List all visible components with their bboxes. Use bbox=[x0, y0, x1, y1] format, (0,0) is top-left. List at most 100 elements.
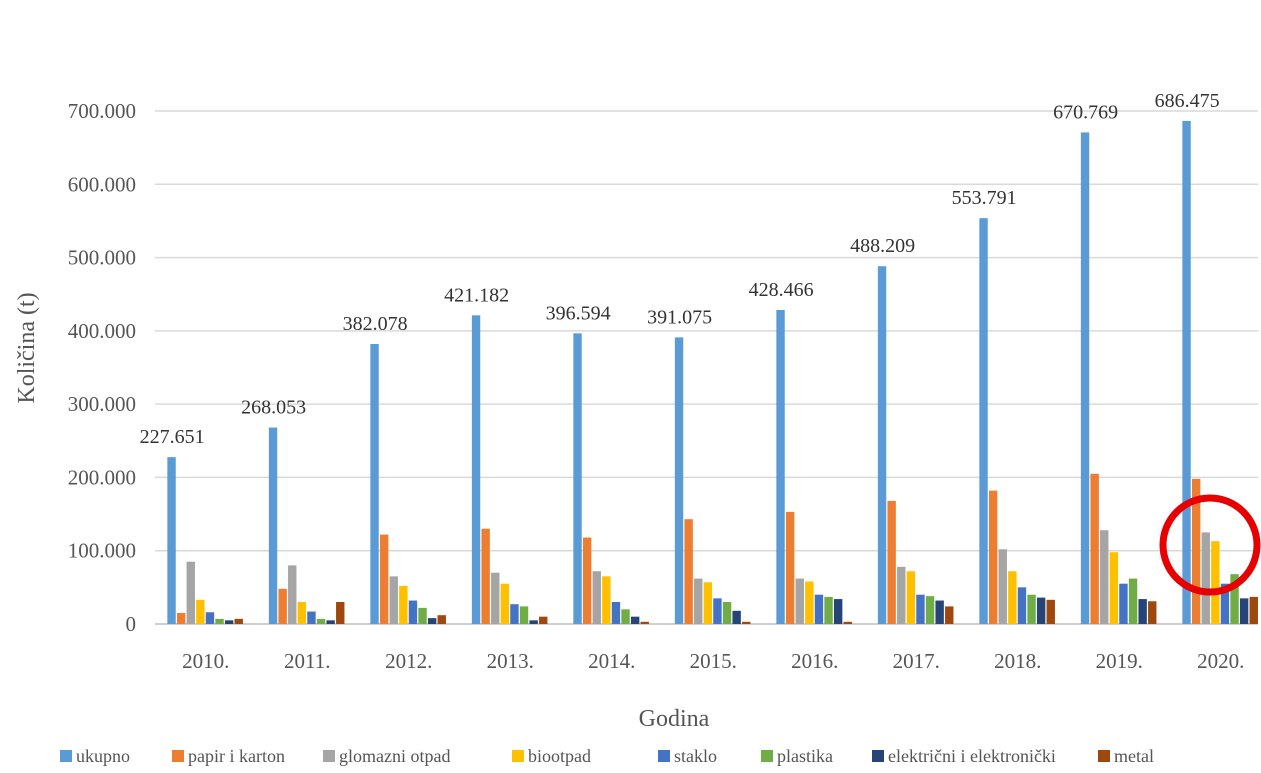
bar bbox=[814, 594, 824, 624]
legend: ukupno papir i karton glomazni otpad biootp… bbox=[60, 746, 1154, 766]
bar bbox=[824, 596, 833, 624]
bar bbox=[1017, 587, 1027, 624]
bar bbox=[1148, 601, 1157, 624]
legend-item: plastika bbox=[761, 746, 833, 766]
bar bbox=[510, 604, 519, 624]
bar bbox=[897, 566, 906, 624]
x-tick-label: 2016. bbox=[791, 649, 838, 673]
bar bbox=[935, 600, 944, 624]
x-tick-label: 2015. bbox=[690, 649, 737, 673]
bar bbox=[389, 576, 398, 624]
bar bbox=[297, 602, 307, 624]
legend-item: električni i elektronički bbox=[872, 746, 1056, 766]
bar bbox=[906, 571, 916, 624]
x-tick-label: 2012. bbox=[385, 649, 432, 673]
bar bbox=[167, 457, 176, 624]
bar bbox=[1230, 574, 1239, 624]
bar bbox=[437, 615, 446, 624]
legend-item: staklo bbox=[658, 746, 717, 766]
bar bbox=[500, 583, 510, 624]
x-axis-title: Godina bbox=[639, 706, 710, 732]
x-tick-label: 2010. bbox=[182, 649, 229, 673]
legend-label: staklo bbox=[674, 746, 717, 766]
legend-item: glomazni otpad bbox=[323, 746, 450, 766]
bar bbox=[592, 571, 601, 624]
bar bbox=[713, 598, 722, 624]
y-axis-ticks: 0 100.000 200.000 300.000 400.000 500.000 600.… bbox=[68, 99, 136, 636]
bar bbox=[925, 596, 935, 624]
bar bbox=[1100, 530, 1109, 624]
bar bbox=[307, 611, 316, 624]
bar bbox=[611, 602, 621, 624]
bar bbox=[776, 309, 785, 624]
bar bbox=[481, 528, 490, 624]
bar bbox=[336, 602, 345, 624]
y-tick-label: 300.000 bbox=[68, 392, 136, 416]
x-tick-label: 2019. bbox=[1096, 649, 1143, 673]
y-tick-label: 400.000 bbox=[68, 319, 136, 343]
x-tick-label: 2020. bbox=[1197, 649, 1244, 673]
data-label: 227.651 bbox=[140, 426, 205, 448]
bar bbox=[621, 609, 630, 624]
data-label: 428.466 bbox=[749, 279, 814, 301]
bar bbox=[703, 582, 713, 624]
data-label: 488.209 bbox=[850, 235, 915, 257]
legend-item: papir i karton bbox=[172, 746, 285, 766]
bar bbox=[998, 549, 1007, 624]
bar bbox=[602, 576, 611, 624]
data-label: 553.791 bbox=[952, 187, 1017, 209]
legend-label: glomazni otpad bbox=[339, 746, 450, 766]
legend-label: električni i elektronički bbox=[888, 746, 1056, 766]
legend-item: ukupno bbox=[60, 746, 130, 766]
bar bbox=[694, 578, 703, 624]
bar bbox=[1046, 599, 1055, 624]
bar bbox=[979, 218, 988, 624]
bar bbox=[1182, 120, 1191, 624]
bar bbox=[684, 519, 693, 624]
bar bbox=[573, 333, 582, 624]
legend-swatch bbox=[60, 750, 72, 762]
bar bbox=[1201, 532, 1210, 624]
bar bbox=[234, 618, 243, 624]
data-label: 670.769 bbox=[1053, 101, 1118, 123]
x-tick-label: 2011. bbox=[284, 649, 330, 673]
x-tick-label: 2013. bbox=[487, 649, 534, 673]
legend-label: plastika bbox=[777, 746, 833, 766]
bar bbox=[887, 500, 896, 624]
bar bbox=[196, 599, 205, 624]
legend-label: ukupno bbox=[76, 746, 130, 766]
bar bbox=[732, 610, 741, 624]
bar bbox=[1036, 597, 1046, 624]
data-label: 268.053 bbox=[241, 397, 306, 419]
bar bbox=[539, 616, 548, 624]
bar bbox=[843, 621, 852, 624]
bar bbox=[278, 588, 287, 624]
bar bbox=[399, 585, 408, 624]
y-tick-label: 700.000 bbox=[68, 99, 136, 123]
data-labels: 227.651 268.053 382.078 421.182 396.594 391.0… bbox=[140, 90, 1220, 448]
x-tick-label: 2014. bbox=[588, 649, 635, 673]
bar bbox=[1220, 583, 1230, 624]
bar bbox=[491, 572, 500, 624]
legend-label: papir i karton bbox=[188, 746, 285, 766]
bar bbox=[408, 600, 418, 624]
bar bbox=[529, 620, 538, 624]
bar bbox=[316, 618, 326, 624]
bars bbox=[167, 120, 1258, 624]
bar bbox=[1080, 132, 1090, 624]
y-tick-label: 200.000 bbox=[68, 465, 136, 489]
legend-item: metal bbox=[1098, 746, 1154, 766]
y-tick-label: 0 bbox=[126, 612, 137, 636]
bar bbox=[988, 490, 998, 624]
legend-swatch bbox=[872, 750, 884, 762]
legend-swatch bbox=[172, 750, 184, 762]
y-tick-label: 500.000 bbox=[68, 246, 136, 270]
bar bbox=[427, 618, 437, 624]
bar bbox=[1008, 571, 1017, 624]
bar bbox=[1249, 596, 1258, 624]
data-label: 382.078 bbox=[343, 313, 408, 335]
bar bbox=[224, 620, 234, 624]
bar bbox=[742, 621, 751, 624]
data-label: 396.594 bbox=[546, 302, 611, 324]
